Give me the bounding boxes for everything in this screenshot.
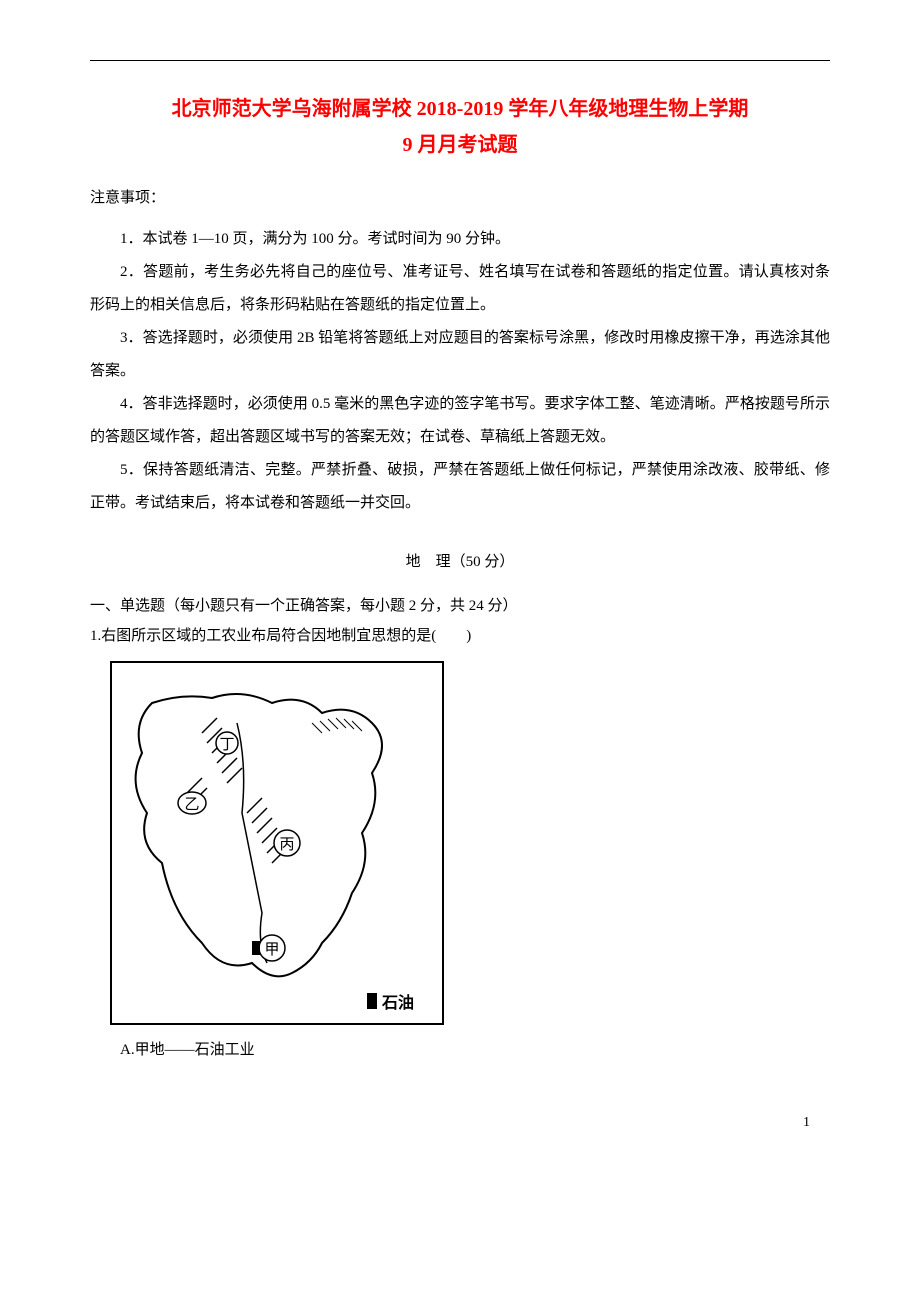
notice-3: 3．答选择题时，必须使用 2B 铅笔将答题纸上对应题目的答案标号涂黑，修改时用橡… (90, 322, 830, 388)
map-figure: 丁 乙 丙 甲 石油 (110, 661, 830, 1025)
page-number: 1 (90, 1115, 830, 1131)
map-outline (136, 694, 382, 976)
label-ding: 丁 (219, 737, 234, 753)
title-line-2: 9 月月考试题 (90, 127, 830, 163)
label-yi: 乙 (184, 797, 199, 813)
label-bing: 丙 (279, 837, 294, 853)
label-jia: 甲 (264, 942, 279, 958)
section-label: 地 理（50 分） (90, 550, 830, 571)
notice-1: 1．本试卷 1—10 页，满分为 100 分。考试时间为 90 分钟。 (90, 223, 830, 256)
oil-marker (252, 941, 260, 955)
question-1: 1.右图所示区域的工农业布局符合因地制宜思想的是( ) (90, 621, 830, 651)
section1-instruction: 一、单选题（每小题只有一个正确答案，每小题 2 分，共 24 分） (90, 591, 830, 621)
map-box: 丁 乙 丙 甲 石油 (110, 661, 444, 1025)
top-separator (90, 60, 830, 61)
notice-label: 注意事项： (90, 183, 830, 213)
document-title: 北京师范大学乌海附属学校 2018-2019 学年八年级地理生物上学期 9 月月… (90, 91, 830, 163)
hatched-area (312, 718, 362, 733)
notice-5: 5．保持答题纸清洁、完整。严禁折叠、破损，严禁在答题纸上做任何标记，严禁使用涂改… (90, 454, 830, 520)
document-page: 北京师范大学乌海附属学校 2018-2019 学年八年级地理生物上学期 9 月月… (0, 0, 920, 1171)
notice-4: 4．答非选择题时，必须使用 0.5 毫米的黑色字迹的签字笔书写。要求字体工整、笔… (90, 388, 830, 454)
legend-oil-icon (367, 993, 377, 1009)
title-line-1: 北京师范大学乌海附属学校 2018-2019 学年八年级地理生物上学期 (90, 91, 830, 127)
option-a: A.甲地——石油工业 (120, 1035, 830, 1065)
legend-oil-label: 石油 (381, 993, 414, 1012)
map-svg: 丁 乙 丙 甲 石油 (112, 663, 442, 1023)
mountain-symbols-1 (187, 718, 242, 803)
notice-2: 2．答题前，考生务必先将自己的座位号、准考证号、姓名填写在试卷和答题纸的指定位置… (90, 256, 830, 322)
